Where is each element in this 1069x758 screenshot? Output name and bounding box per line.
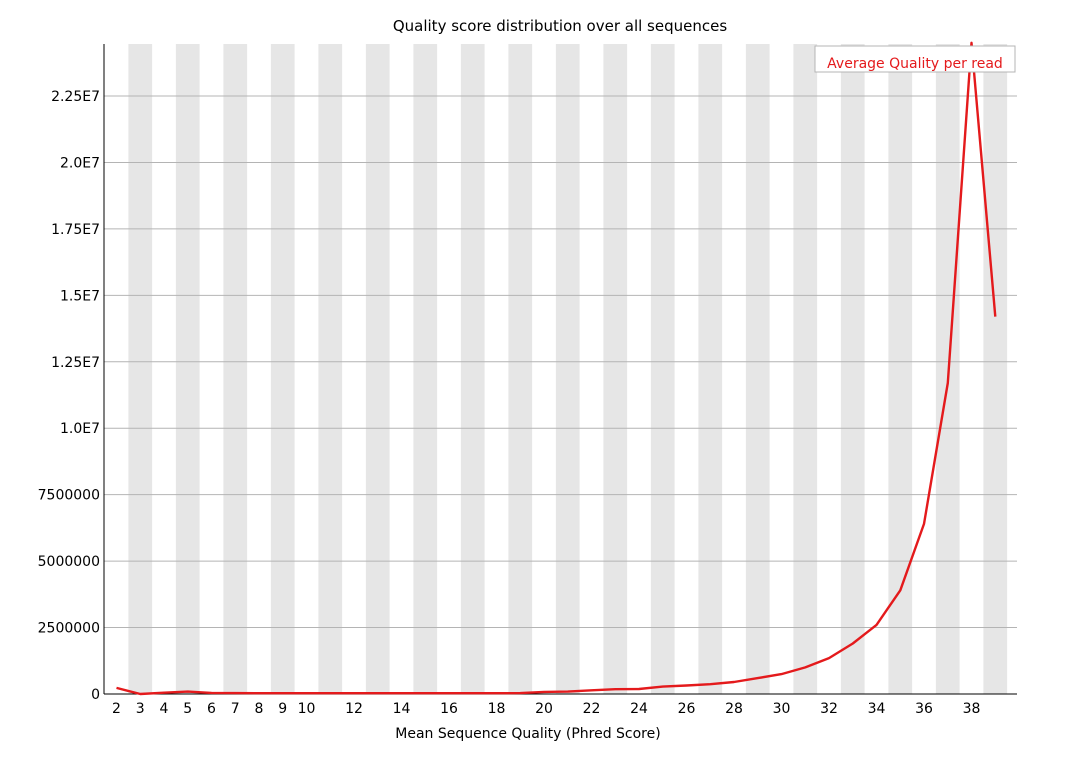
band-35 (888, 44, 913, 694)
x-tick-label: 8 (255, 701, 264, 717)
x-tick-label: 12 (345, 701, 363, 717)
x-tick-label: 14 (393, 701, 411, 717)
alternating-bands (128, 44, 1008, 694)
series-layer (116, 41, 997, 696)
series-line-average-quality (116, 41, 997, 696)
x-tick-label: 22 (583, 701, 601, 717)
band-31 (793, 44, 818, 694)
x-tick-label: 6 (207, 701, 216, 717)
band-29 (745, 44, 770, 694)
y-tick-label: 1.25E7 (51, 355, 100, 371)
band-21 (555, 44, 580, 694)
horizontal-gridlines (104, 95, 1017, 629)
band-23 (603, 44, 628, 694)
x-tick-label: 30 (773, 701, 791, 717)
band-17 (460, 44, 485, 694)
x-tick-label: 2 (112, 701, 121, 717)
x-tick-label: 24 (630, 701, 648, 717)
x-tick-label: 7 (231, 701, 240, 717)
x-tick-label: 32 (820, 701, 838, 717)
band-25 (650, 44, 675, 694)
y-tick-label: 1.5E7 (60, 288, 100, 304)
x-axis-label: Mean Sequence Quality (Phred Score) (395, 726, 660, 742)
band-15 (413, 44, 438, 694)
x-tick-label: 34 (868, 701, 886, 717)
y-tick-label: 5000000 (38, 554, 100, 570)
x-tick-label: 26 (678, 701, 696, 717)
x-tick-label: 9 (278, 701, 287, 717)
y-tick-label: 7500000 (38, 488, 100, 504)
y-tick-label: 2500000 (38, 621, 100, 637)
band-19 (508, 44, 533, 694)
legend: Average Quality per read (814, 45, 1016, 73)
x-tick-label: 18 (488, 701, 506, 717)
x-tick-labels: 2 3 4 5 6 7 8 9 10 12 14 16 18 20 22 24 26 28 30 32 34 36 38 (112, 701, 980, 717)
band-33 (840, 44, 865, 694)
band-27 (698, 44, 723, 694)
band-9 (270, 44, 295, 694)
y-tick-label: 0 (91, 687, 100, 703)
x-tick-label: 16 (440, 701, 458, 717)
x-tick-label: 5 (183, 701, 192, 717)
y-tick-label: 2.0E7 (60, 155, 100, 171)
y-tick-label: 1.75E7 (51, 222, 100, 238)
band-5 (175, 44, 200, 694)
band-13 (365, 44, 390, 694)
y-tick-label: 1.0E7 (60, 421, 100, 437)
legend-label: Average Quality per read (827, 56, 1003, 72)
x-tick-label: 38 (963, 701, 981, 717)
chart-title: Quality score distribution over all sequ… (393, 17, 727, 35)
x-tick-label: 4 (160, 701, 169, 717)
x-tick-label: 10 (298, 701, 316, 717)
x-tick-label: 36 (915, 701, 933, 717)
y-tick-labels: 0 2500000 5000000 7500000 1.0E7 1.25E7 1.5E7 1.… (38, 89, 100, 703)
x-tick-label: 28 (725, 701, 743, 717)
band-7 (223, 44, 248, 694)
y-tick-label: 2.25E7 (51, 89, 100, 105)
x-tick-label: 3 (136, 701, 145, 717)
band-11 (318, 44, 343, 694)
band-3 (128, 44, 153, 694)
band-39 (983, 44, 1008, 694)
legend-box (814, 45, 1016, 73)
x-tick-label: 20 (535, 701, 553, 717)
